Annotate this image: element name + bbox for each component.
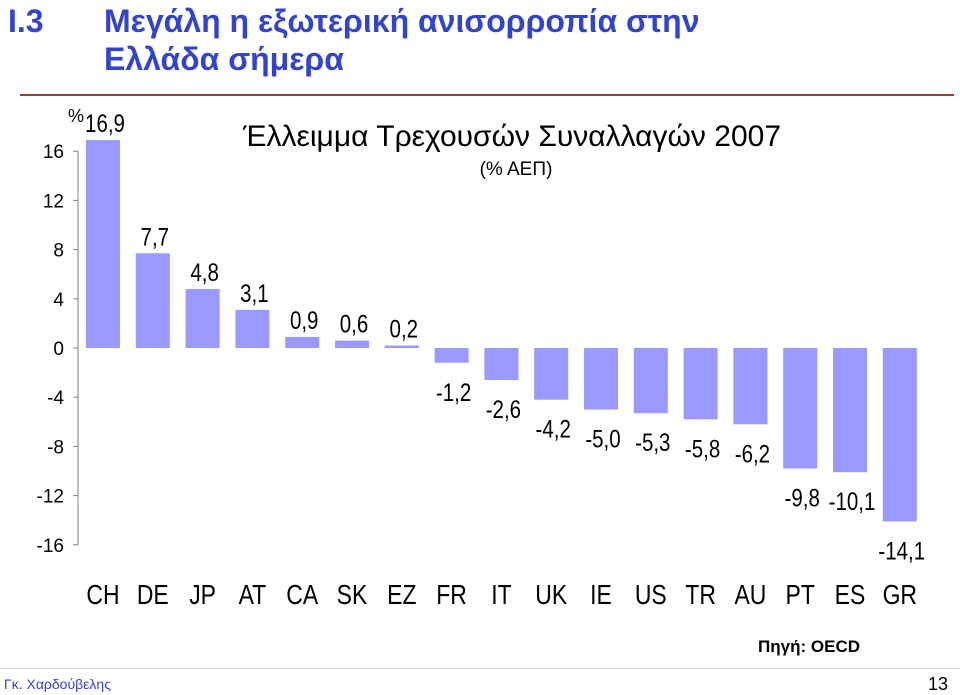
bar-value-label: -2,6 (486, 395, 521, 423)
bar-value-label: 0,2 (390, 315, 418, 343)
bar (434, 348, 469, 363)
title-rule (20, 94, 954, 96)
bar (335, 340, 369, 348)
bar (185, 288, 220, 348)
bar (882, 348, 917, 522)
category-label: CA (286, 580, 319, 611)
plot-area: 16 12 8 4 0 -4 -8 -12 -16 16,9 CH 7,7 DE 4,8 JP 3,1 AT 0,… (37, 109, 926, 610)
category-label: PT (786, 580, 816, 611)
bar-value-label: -5,3 (635, 428, 670, 456)
page-number: 13 (927, 674, 948, 694)
category-label: FR (436, 580, 467, 611)
y-tick-label: -12 (37, 487, 64, 508)
y-tick-label: 12 (43, 191, 64, 212)
bar-value-label: -4,2 (536, 415, 571, 443)
slide-title-line1: Μεγάλη η εξωτερική ανισορροπία στην (104, 3, 700, 39)
bar (833, 348, 867, 473)
bar (285, 336, 320, 348)
chart-title: Έλλειμμα Τρεχουσών Συναλλαγών 2007 (242, 120, 781, 153)
category-label: CH (86, 580, 119, 611)
y-axis-label: % (68, 106, 84, 126)
category-label: AU (734, 580, 766, 611)
category-label: IT (491, 580, 512, 611)
slide-title: Ι.3 Μεγάλη η εξωτερική ανισορροπία στην Ε… (8, 2, 700, 78)
chart-subtitle: (% ΑΕΠ) (480, 159, 553, 180)
category-label: GR (883, 580, 917, 611)
bar-value-label: -1,2 (436, 378, 471, 406)
bar (683, 348, 718, 420)
bar-value-label: 0,6 (340, 310, 368, 338)
y-tick-label: 0 (53, 339, 64, 360)
y-tick-label: 16 (43, 142, 64, 163)
bar-value-label: 7,7 (141, 222, 169, 250)
y-tick-label: -4 (47, 388, 64, 409)
category-label: AT (239, 580, 267, 611)
y-tick-label: -8 (47, 437, 64, 458)
bar-value-label: -5,0 (585, 425, 620, 453)
y-tick-label: 4 (53, 290, 64, 311)
category-label: UK (535, 580, 567, 611)
bar (384, 345, 419, 348)
bar (86, 140, 120, 348)
slide-number: Ι.3 (8, 3, 44, 39)
source-note: Πηγή: OECD (758, 637, 860, 656)
bar-value-label: -10,1 (829, 487, 876, 515)
bar (235, 309, 270, 348)
bar (484, 348, 519, 380)
bar-value-label: -14,1 (878, 536, 925, 564)
bar (584, 348, 618, 410)
bar (534, 348, 569, 400)
bar (633, 348, 668, 414)
bar-value-label: 3,1 (240, 279, 268, 307)
y-tick-label: 8 (53, 241, 64, 262)
bar (135, 253, 170, 348)
category-label: DE (137, 580, 169, 611)
author-name: Γκ. Χαρδούβελης (4, 676, 111, 692)
bar-value-label: -6,2 (735, 439, 770, 467)
footer-rule (0, 668, 960, 669)
bar (783, 348, 818, 469)
bar-value-label: 4,8 (190, 258, 218, 286)
bar-value-label: 16,9 (85, 109, 125, 137)
category-label: US (635, 580, 667, 611)
category-label: TR (685, 580, 716, 611)
category-label: JP (189, 580, 216, 611)
category-label: EZ (387, 580, 416, 611)
slide-title-line2: Ελλάδα σήμερα (104, 41, 344, 77)
category-label: SK (337, 580, 368, 611)
category-label: ES (835, 580, 866, 611)
bar-value-label: -9,8 (785, 484, 820, 512)
y-tick-label: -16 (37, 536, 64, 557)
bar (733, 348, 768, 425)
bar-value-label: 0,9 (290, 306, 318, 334)
bar-value-label: -5,8 (685, 434, 720, 462)
category-label: IE (590, 580, 612, 611)
